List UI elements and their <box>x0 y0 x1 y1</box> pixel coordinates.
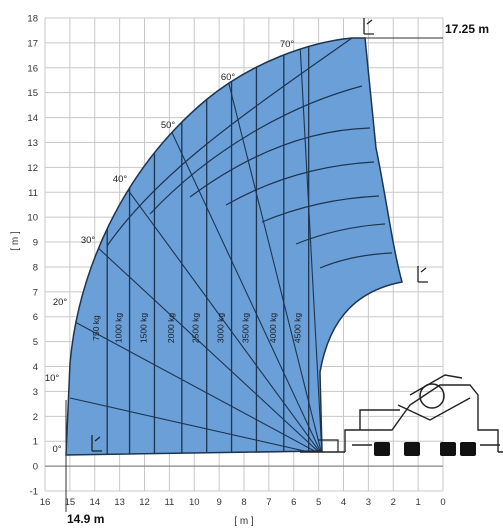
reach-arc <box>189 127 371 198</box>
machine-outline <box>359 409 400 430</box>
x-axis-unit: [ m ] <box>234 516 254 527</box>
boom-angle-label: 10° <box>45 373 60 384</box>
stabilizer <box>318 439 339 452</box>
x-tick-label: 13 <box>114 497 125 508</box>
fork-attachment <box>417 266 428 283</box>
reach-arc <box>225 161 375 206</box>
x-tick-label: 2 <box>391 497 396 508</box>
envelope-outline <box>65 37 403 456</box>
reach-arc <box>295 223 386 245</box>
y-axis-unit: [ m ] <box>10 231 21 251</box>
reach-arc <box>261 195 380 223</box>
load-zone-label: 1000 kg <box>114 313 124 344</box>
boom-angle-label: 50° <box>161 120 176 131</box>
y-tick-label: 4 <box>33 362 38 373</box>
x-tick-label: 15 <box>65 497 76 508</box>
boom-angle-labels: 0° 10° 20° 30° 40° 50° 60° 70° <box>45 39 295 455</box>
boom-angle-line <box>95 245 323 455</box>
x-tick-label: 3 <box>366 497 371 508</box>
y-tick-label: 0 <box>33 462 38 473</box>
machine-wheel <box>460 442 476 456</box>
x-tick-label: 7 <box>266 497 271 508</box>
y-tick-label: 15 <box>27 88 38 99</box>
load-zone-label: 3500 kg <box>240 313 250 344</box>
y-tick-label: 2 <box>33 412 38 423</box>
x-tick-label: 14 <box>89 497 100 508</box>
machine-wheel <box>374 442 390 456</box>
y-tick-label: -1 <box>30 487 38 498</box>
y-tick-label: 16 <box>27 63 38 74</box>
x-tick-label: 4 <box>341 497 346 508</box>
boom-angle-label: 70° <box>280 39 295 50</box>
boom-angle-line <box>167 123 323 455</box>
x-tick-label: 10 <box>189 497 200 508</box>
x-tick-label: 16 <box>40 497 51 508</box>
x-tick-label: 11 <box>164 497 174 508</box>
boom-angle-line <box>299 43 323 455</box>
machine-cab <box>419 383 445 409</box>
y-tick-label: 7 <box>33 287 38 298</box>
load-zone-label: 2000 kg <box>166 313 176 344</box>
x-axis-ticks: 16 15 14 13 12 11 10 9 8 7 6 5 4 3 2 1 0 <box>40 497 446 508</box>
y-tick-label: 12 <box>27 163 38 174</box>
y-tick-label: 13 <box>27 138 38 149</box>
load-zone-labels: 750 kg 1000 kg 1500 kg 2000 kg 2500 kg 3000 k… <box>91 313 302 344</box>
telehandler-machine <box>91 18 503 456</box>
max-outreach-label: 14.9 m <box>67 512 104 526</box>
x-tick-label: 1 <box>415 497 420 508</box>
x-tick-label: 8 <box>241 497 246 508</box>
machine-wheel <box>404 442 420 456</box>
boom-angle-label: 30° <box>81 235 96 246</box>
load-zone-label: 4500 kg <box>293 313 303 344</box>
y-tick-label: 17 <box>27 38 38 49</box>
reach-arc <box>319 252 393 269</box>
load-zone-label: 4000 kg <box>268 313 278 344</box>
x-tick-label: 0 <box>440 497 445 508</box>
reach-arc <box>106 38 353 247</box>
boom-angle-label: 40° <box>113 174 128 185</box>
machine-outline <box>344 384 499 452</box>
load-zone-label: 3000 kg <box>216 313 226 344</box>
y-tick-label: 8 <box>33 262 38 273</box>
y-tick-label: 1 <box>33 437 38 448</box>
working-envelope <box>65 37 443 512</box>
load-zone-label: 2500 kg <box>191 313 201 344</box>
machine-wheel <box>440 442 456 456</box>
load-zone-label: 1500 kg <box>138 313 148 344</box>
y-tick-label: 14 <box>27 113 38 124</box>
x-tick-label: 6 <box>291 497 296 508</box>
fork-attachment <box>363 18 374 35</box>
boom-angle-label: 60° <box>221 72 236 83</box>
fork-attachment <box>91 435 102 452</box>
y-tick-label: 5 <box>33 337 38 348</box>
y-tick-label: 3 <box>33 387 38 398</box>
boom-angle-line <box>74 321 323 455</box>
y-tick-label: 9 <box>33 238 38 249</box>
max-height-label: 17.25 m <box>445 22 489 36</box>
y-tick-label: 6 <box>33 312 38 323</box>
machine-outline <box>397 397 471 421</box>
x-tick-label: 12 <box>139 497 150 508</box>
boom-angle-line <box>124 185 323 455</box>
y-tick-label: 10 <box>27 213 38 224</box>
boom-angle-line <box>227 79 323 455</box>
boom-angle-label: 20° <box>53 297 68 308</box>
reach-arc <box>149 85 363 215</box>
y-tick-label: 18 <box>27 14 38 25</box>
y-tick-label: 11 <box>28 188 38 199</box>
load-zone-label: 750 kg <box>91 315 101 341</box>
boom-angle-line <box>69 397 323 455</box>
envelope-fill <box>66 38 402 455</box>
machine-outline <box>409 374 463 396</box>
boom-angle-label: 0° <box>52 444 61 455</box>
x-tick-label: 9 <box>216 497 221 508</box>
x-tick-label: 5 <box>316 497 321 508</box>
